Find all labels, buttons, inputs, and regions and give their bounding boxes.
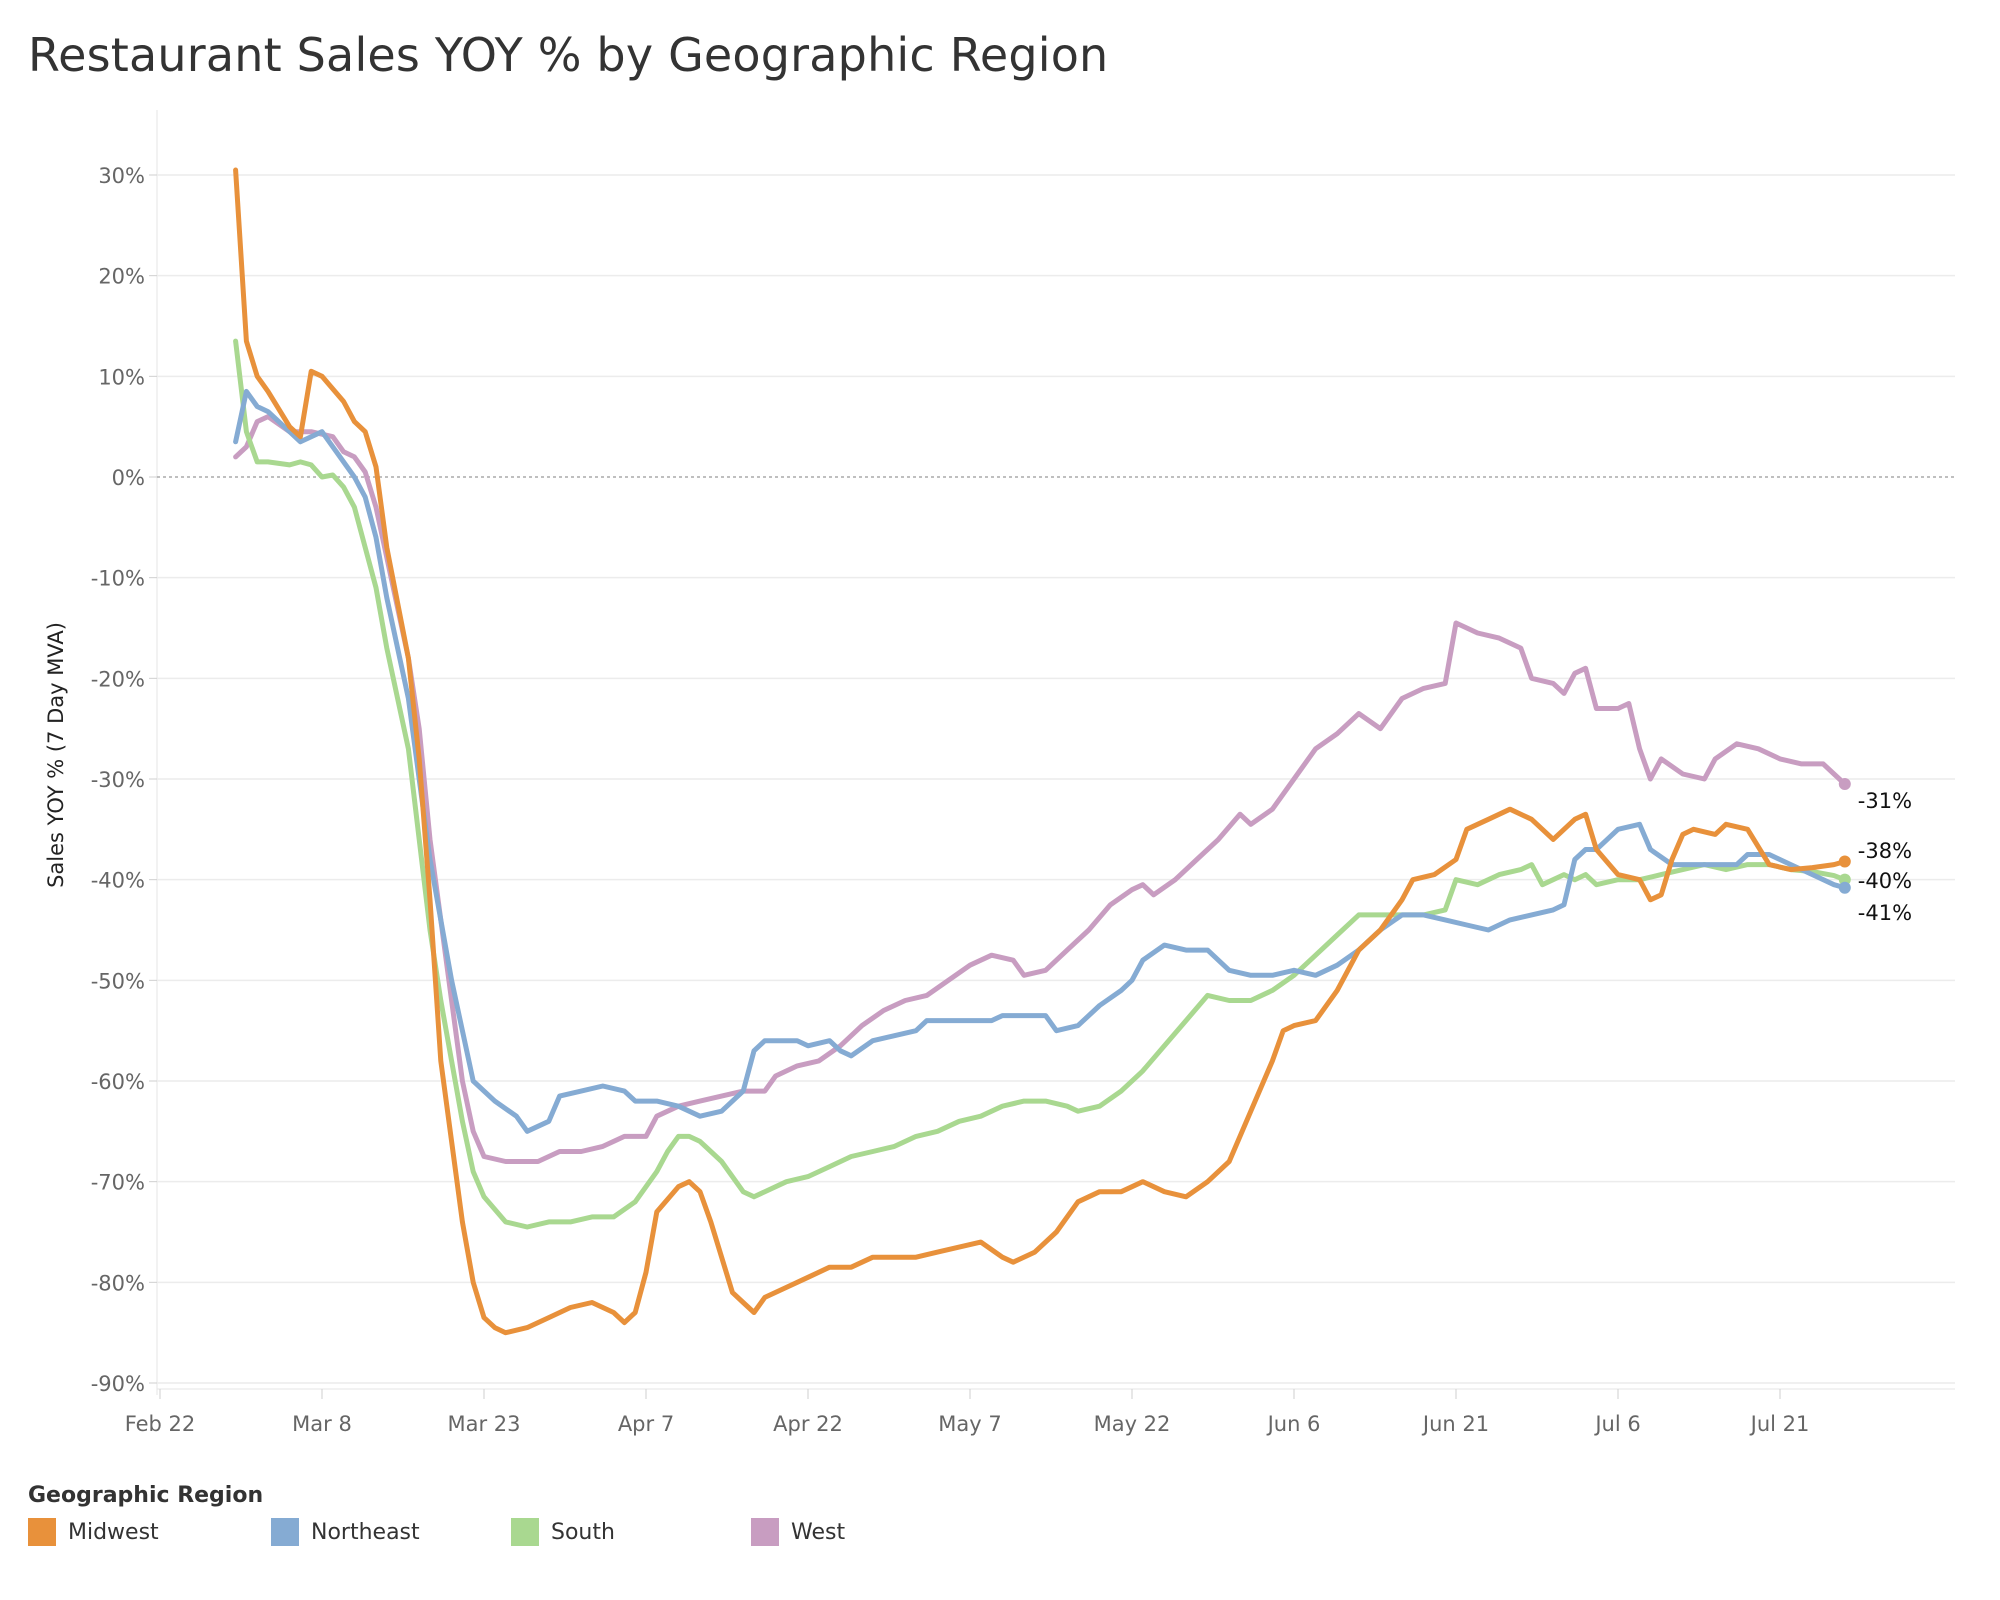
y-tick-label: 0% (112, 466, 145, 490)
legend-item-west[interactable]: West (751, 1518, 845, 1546)
legend-swatch (271, 1518, 299, 1546)
legend-item-midwest[interactable]: Midwest (28, 1518, 159, 1546)
end-label-midwest: -38% (1858, 839, 1912, 863)
series-end-marker-midwest (1838, 855, 1851, 868)
legend-label: West (791, 1519, 846, 1545)
legend-title: Geographic Region (28, 1483, 264, 1508)
series-line-west (233, 414, 1848, 1164)
x-tick-label: May 7 (938, 1412, 1001, 1436)
end-label-northeast: -41% (1858, 901, 1912, 925)
legend-label: South (551, 1519, 615, 1545)
x-tick-label: Mar 8 (292, 1412, 352, 1436)
series-end-marker-northeast (1838, 881, 1851, 894)
end-label-south: -40% (1858, 869, 1912, 893)
legend-item-northeast[interactable]: Northeast (271, 1518, 420, 1546)
legend: Geographic Region Midwest Northeast South W… (28, 1483, 928, 1550)
y-tick-label: -70% (91, 1171, 145, 1195)
x-axis: Feb 22 Mar 8 Mar 23 Apr 7 Apr 22 May 7 May 22 J… (125, 1388, 1955, 1436)
series-line-northeast (233, 388, 1848, 1134)
y-tick-label: 20% (98, 265, 145, 289)
x-tick-label: Jul 21 (1749, 1412, 1810, 1436)
y-tick-label: -60% (91, 1070, 145, 1094)
x-tick-label: May 22 (1094, 1412, 1171, 1436)
gridlines (156, 110, 1955, 1395)
y-tick-label: -90% (91, 1372, 145, 1396)
legend-swatch (28, 1518, 56, 1546)
x-tick-label: Mar 23 (447, 1412, 520, 1436)
x-tick-label: Jun 6 (1266, 1412, 1321, 1436)
series-lines (233, 167, 1851, 1336)
y-tick-label: -10% (91, 567, 145, 591)
chart-title: Restaurant Sales YOY % by Geographic Reg… (28, 28, 1109, 82)
y-axis: 30% 20% 10% 0% -10% -20% -30% -40% -50% -60% -70% -… (91, 164, 157, 1396)
y-tick-label: -80% (91, 1271, 145, 1295)
x-tick-label: Jul 6 (1593, 1412, 1640, 1436)
end-labels: -31% -40% -41% -38% (1858, 789, 1912, 925)
x-tick-label: Feb 22 (125, 1412, 196, 1436)
y-tick-label: 30% (98, 164, 145, 188)
series-end-marker-west (1838, 778, 1851, 791)
legend-swatch (751, 1518, 779, 1546)
y-tick-label: -50% (91, 969, 145, 993)
legend-label: Midwest (68, 1519, 159, 1545)
y-tick-label: -30% (91, 768, 145, 792)
y-tick-label: -20% (91, 667, 145, 691)
x-tick-label: Jun 21 (1421, 1412, 1489, 1436)
x-tick-label: Apr 22 (773, 1412, 843, 1436)
legend-swatch (511, 1518, 539, 1546)
legend-item-south[interactable]: South (511, 1518, 615, 1546)
legend-items: Midwest Northeast South West (28, 1518, 928, 1550)
series-line-south (233, 338, 1848, 1230)
end-label-west: -31% (1858, 789, 1912, 813)
x-tick-label: Apr 7 (618, 1412, 674, 1436)
series-line-midwest (233, 167, 1848, 1336)
line-chart: 30% 20% 10% 0% -10% -20% -30% -40% -50% -60% -70% -… (44, 110, 1955, 1436)
y-tick-label: -40% (91, 869, 145, 893)
legend-label: Northeast (311, 1519, 420, 1545)
y-tick-label: 10% (98, 365, 145, 389)
y-axis-label: Sales YOY % (7 Day MVA) (44, 622, 68, 888)
